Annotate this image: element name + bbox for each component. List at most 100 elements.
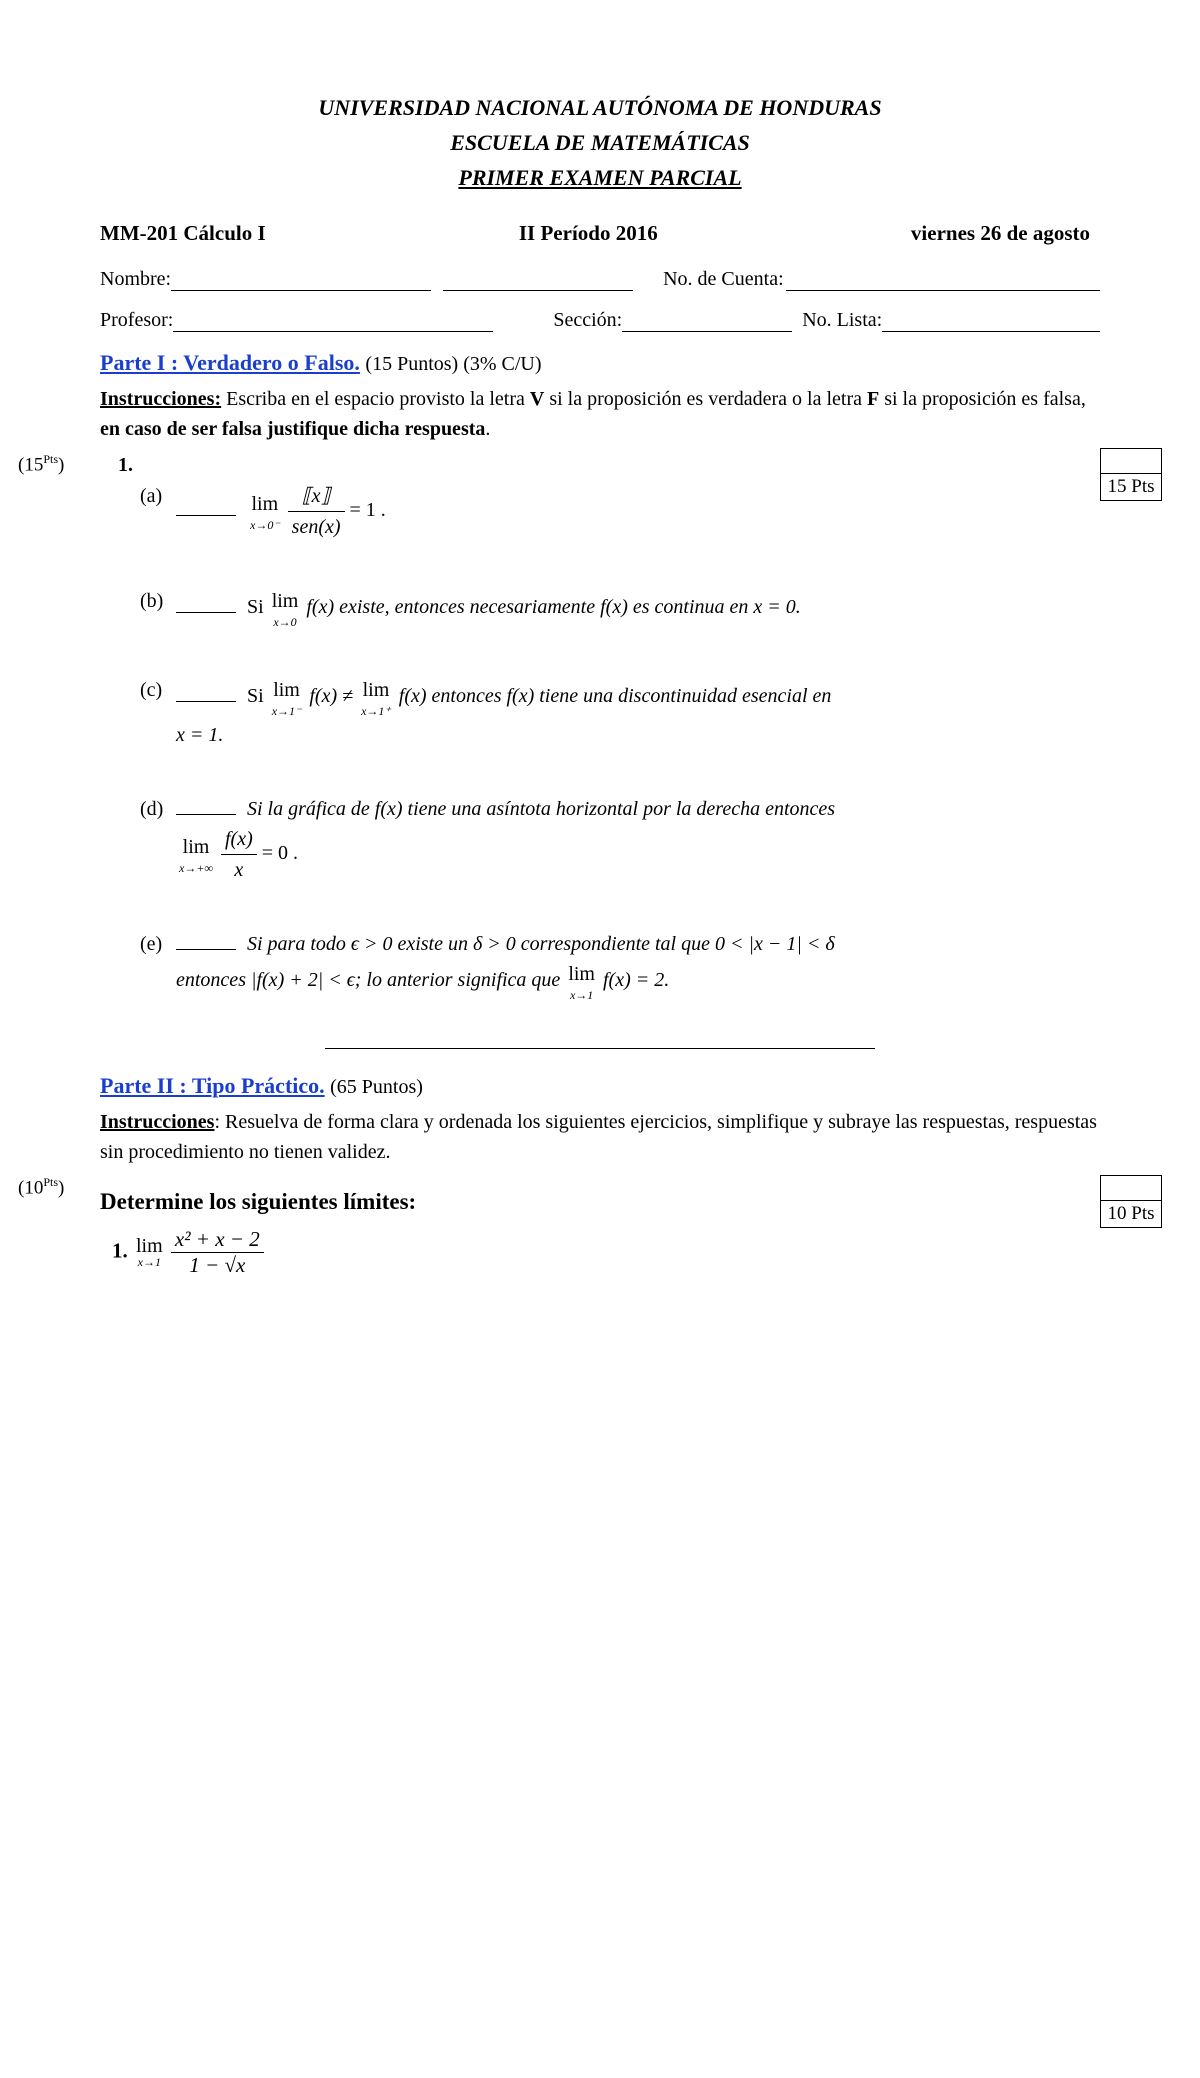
item-a-frac: ⟦x⟧ sen(x) (288, 481, 345, 542)
part2-margin-points: (10Pts) (18, 1175, 64, 1199)
item-a: (a) lim x→0⁻ ⟦x⟧ sen(x) = 1 . (140, 481, 1100, 542)
form-row-prof: Profesor: Sección: No. Lista: (100, 309, 1100, 332)
part1-margin-points: (15Pts) (18, 452, 64, 476)
instr-V: V (530, 388, 544, 410)
exam-header: UNIVERSIDAD NACIONAL AUTÓNOMA DE HONDURA… (100, 90, 1100, 196)
profesor-blank[interactable] (173, 313, 493, 332)
nombre-label: Nombre: (100, 268, 171, 291)
item-d-lim: lim x→+∞ (179, 832, 213, 877)
item-c-mid: f(x) entonces f(x) tiene una discontinui… (399, 685, 832, 707)
item-d-label: (d) (140, 794, 176, 885)
item-b-label: (b) (140, 586, 176, 631)
seccion-label: Sección: (553, 309, 622, 332)
part2-instr-text: : Resuelva de forma clara y ordenada los… (100, 1111, 1097, 1163)
item-b-body: Si lim x→0 f(x) existe, entonces necesar… (176, 586, 1100, 631)
part1-title-link: Parte I : Verdadero o Falso. (100, 350, 360, 375)
profesor-label: Profesor: (100, 309, 173, 332)
cuenta-label: No. de Cuenta: (663, 268, 784, 291)
item-a-label: (a) (140, 481, 176, 542)
part1-title: Parte I : Verdadero o Falso. (15 Puntos)… (100, 350, 1100, 376)
item-d-tail: = 0 . (262, 842, 298, 864)
nombre-blank-2[interactable] (443, 272, 633, 291)
seccion-blank[interactable] (622, 313, 792, 332)
item-c-lim1: lim x→1⁻ (272, 675, 302, 720)
margin-pts-sup: Pts (43, 452, 58, 466)
p2-q1-num-expr: x² + x − 2 (175, 1227, 260, 1251)
item-e-line2b: f(x) = 2. (603, 969, 669, 991)
item-d-num: f(x) (225, 828, 253, 850)
points-box-empty (1101, 449, 1161, 474)
item-c-blank[interactable] (176, 687, 236, 702)
item-a-body: lim x→0⁻ ⟦x⟧ sen(x) = 1 . (176, 481, 1100, 542)
p2-margin-pts-close: ) (58, 1177, 64, 1198)
instr-F: F (867, 388, 879, 410)
item-d-den: x (234, 859, 243, 881)
item-d-lim-sub: x→+∞ (179, 859, 213, 877)
item-e-lim-sub: x→1 (568, 986, 595, 1004)
instr-t3: si la proposición es falsa, (879, 388, 1086, 410)
nombre-blank[interactable] (171, 272, 431, 291)
course-code: MM-201 Cálculo I (100, 221, 266, 246)
item-b-mid: f(x) existe, entonces necesariamente f(x… (306, 596, 800, 618)
item-b-pre: Si (247, 596, 269, 618)
item-c-lim1-sub: x→1⁻ (272, 702, 302, 720)
instr-t1: Escriba en el espacio provisto la letra (221, 388, 530, 410)
margin-pts-open: (15 (18, 454, 43, 475)
item-c-line2: x = 1. (176, 724, 223, 746)
item-e-lim: lim x→1 (568, 959, 595, 1004)
instr-label: Instrucciones: (100, 388, 221, 410)
item-d-frac: f(x) x (221, 824, 257, 885)
part2-title: Parte II : Tipo Práctico. (65 Puntos) (100, 1073, 1100, 1099)
p2-q1-num: 1. (112, 1238, 128, 1262)
item-c-lim2-sub: x→1⁺ (361, 702, 391, 720)
header-line-2: ESCUELA DE MATEMÁTICAS (100, 125, 1100, 160)
item-d-pre: Si la gráfica de f(x) tiene una asíntota… (247, 798, 835, 820)
cuenta-blank[interactable] (786, 272, 1100, 291)
part1-points-box: 15 Pts (1100, 448, 1162, 501)
points-box-value: 15 Pts (1101, 474, 1161, 500)
part2-instructions: Instrucciones: Resuelva de forma clara y… (100, 1107, 1100, 1167)
item-d: (d) Si la gráfica de f(x) tiene una asín… (140, 794, 1100, 885)
p2-margin-pts-open: (10 (18, 1177, 43, 1198)
part2-title-link: Parte II : Tipo Práctico. (100, 1073, 325, 1098)
item-b-lim-sub: x→0 (272, 613, 299, 631)
margin-pts-close: ) (58, 454, 64, 475)
p2-q1-den-expr: 1 − √x (189, 1253, 245, 1277)
instr-t2: si la proposición es verdadera o la letr… (544, 388, 867, 410)
item-b-lim: lim x→0 (272, 586, 299, 631)
item-a-tail: = 1 . (350, 499, 386, 521)
exam-page: UNIVERSIDAD NACIONAL AUTÓNOMA DE HONDURA… (0, 0, 1200, 2078)
item-e-body: Si para todo ϵ > 0 existe un δ > 0 corre… (176, 929, 1100, 1004)
item-b-blank[interactable] (176, 598, 236, 613)
item-c-neq: f(x) ≠ (309, 685, 358, 707)
form-row-name: Nombre: No. de Cuenta: (100, 268, 1100, 291)
item-a-den: sen(x) (292, 516, 341, 538)
item-c-body: Si lim x→1⁻ f(x) ≠ lim x→1⁺ f(x) entonce… (176, 675, 1100, 750)
exam-date: viernes 26 de agosto (911, 221, 1090, 246)
item-c-label: (c) (140, 675, 176, 750)
item-a-lim-sub: x→0⁻ (250, 516, 280, 534)
item-c-lim2: lim x→1⁺ (361, 675, 391, 720)
item-e-label: (e) (140, 929, 176, 1004)
p2-q1-frac: x² + x − 2 1 − √x (171, 1227, 264, 1278)
lista-blank[interactable] (882, 313, 1100, 332)
item-e-blank[interactable] (176, 935, 236, 950)
p2-q1-lim: lim x→1 (136, 1235, 163, 1270)
p2-points-box-value: 10 Pts (1101, 1201, 1161, 1227)
instr-bold: en caso de ser falsa justifique dicha re… (100, 418, 485, 440)
part1-qnum: 1. (118, 454, 1100, 477)
item-a-lim: lim x→0⁻ (250, 489, 280, 534)
part2-title-meta: (65 Puntos) (330, 1076, 423, 1098)
item-d-blank[interactable] (176, 800, 236, 815)
item-e-line2a: entonces |f(x) + 2| < ϵ; lo anterior sig… (176, 969, 565, 991)
item-d-body: Si la gráfica de f(x) tiene una asíntota… (176, 794, 1100, 885)
item-a-blank[interactable] (176, 501, 236, 516)
p2-margin-pts-sup: Pts (43, 1175, 58, 1189)
item-c-pre: Si (247, 685, 269, 707)
item-b: (b) Si lim x→0 f(x) existe, entonces nec… (140, 586, 1100, 631)
item-e-pre: Si para todo ϵ > 0 existe un δ > 0 corre… (247, 933, 835, 955)
part2-instr-label: Instrucciones (100, 1111, 214, 1133)
part2-subheading: Determine los siguientes límites: (100, 1189, 1100, 1215)
header-line-1: UNIVERSIDAD NACIONAL AUTÓNOMA DE HONDURA… (100, 90, 1100, 125)
divider-rule (325, 1048, 875, 1049)
